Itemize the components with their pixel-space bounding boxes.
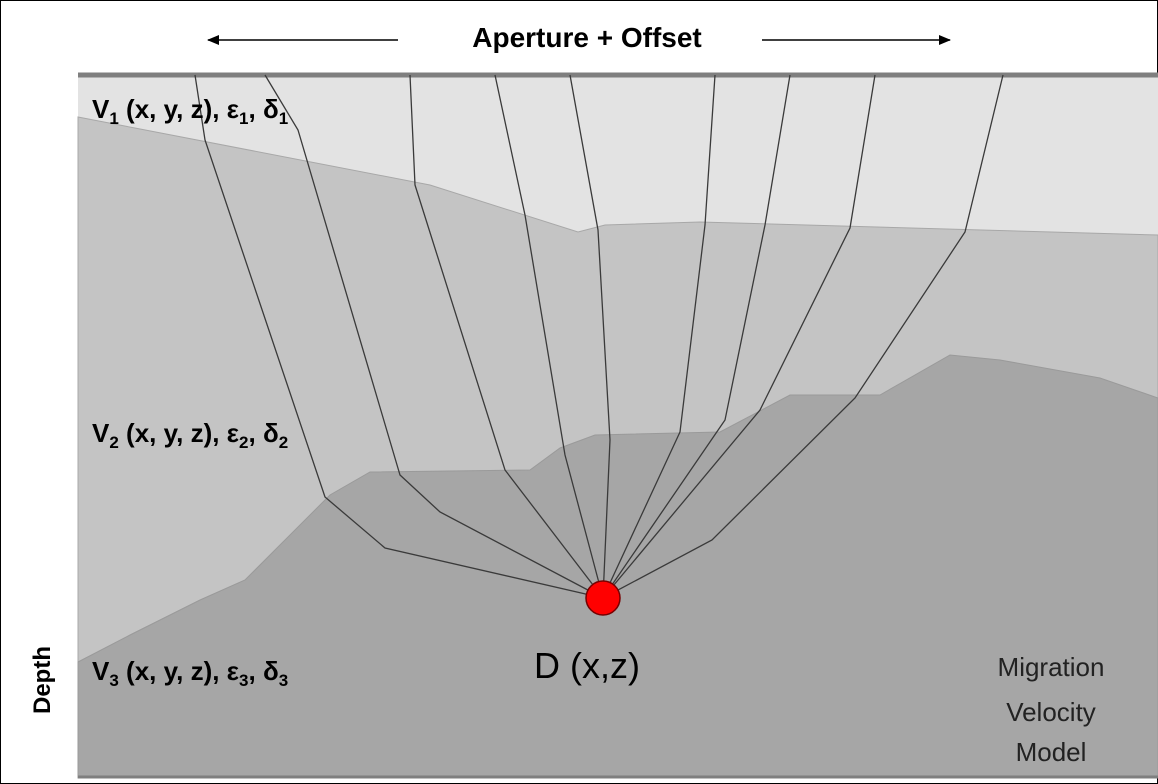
ray [602,74,876,599]
layer-label: V2 (x, y, z), ε2, δ2 [92,418,288,452]
ray [264,74,604,599]
label-part: V [92,94,110,124]
subscript: 1 [279,109,288,128]
layer-label: V1 (x, y, z), ε1, δ1 [92,94,288,128]
target-point [585,580,621,616]
ray [569,74,611,599]
ray [602,74,791,599]
model-label: Model [1016,737,1087,767]
subscript: 1 [239,109,248,128]
title: Aperture + Offset [472,22,702,53]
layer-label: V3 (x, y, z), ε3, δ3 [92,656,288,690]
label-part: (x, y, z), ε [119,418,239,448]
point-label: D (x,z) [534,645,640,686]
ray [494,74,604,599]
subscript: 1 [109,109,118,128]
label-part: , δ [249,418,279,448]
subscript: 3 [279,671,288,690]
subscript: 3 [109,671,118,690]
model-labels: Migration Velocity Model [998,652,1105,767]
label-part: (x, y, z), ε [119,656,239,686]
depth-label: Depth [29,646,56,714]
label-part: V [92,656,110,686]
ray [602,74,1004,599]
label-part: , δ [249,94,279,124]
model-label: Migration [998,652,1105,682]
label-part: V [92,418,110,448]
ray [602,74,716,599]
model-label: Velocity [1006,697,1096,727]
subscript: 2 [109,433,118,452]
rays [194,74,1004,599]
ray [409,74,604,599]
subscript: 2 [239,433,248,452]
label-part: (x, y, z), ε [119,94,239,124]
subscript: 3 [239,671,248,690]
label-part: , δ [249,656,279,686]
ray [194,74,604,599]
subscript: 2 [279,433,288,452]
